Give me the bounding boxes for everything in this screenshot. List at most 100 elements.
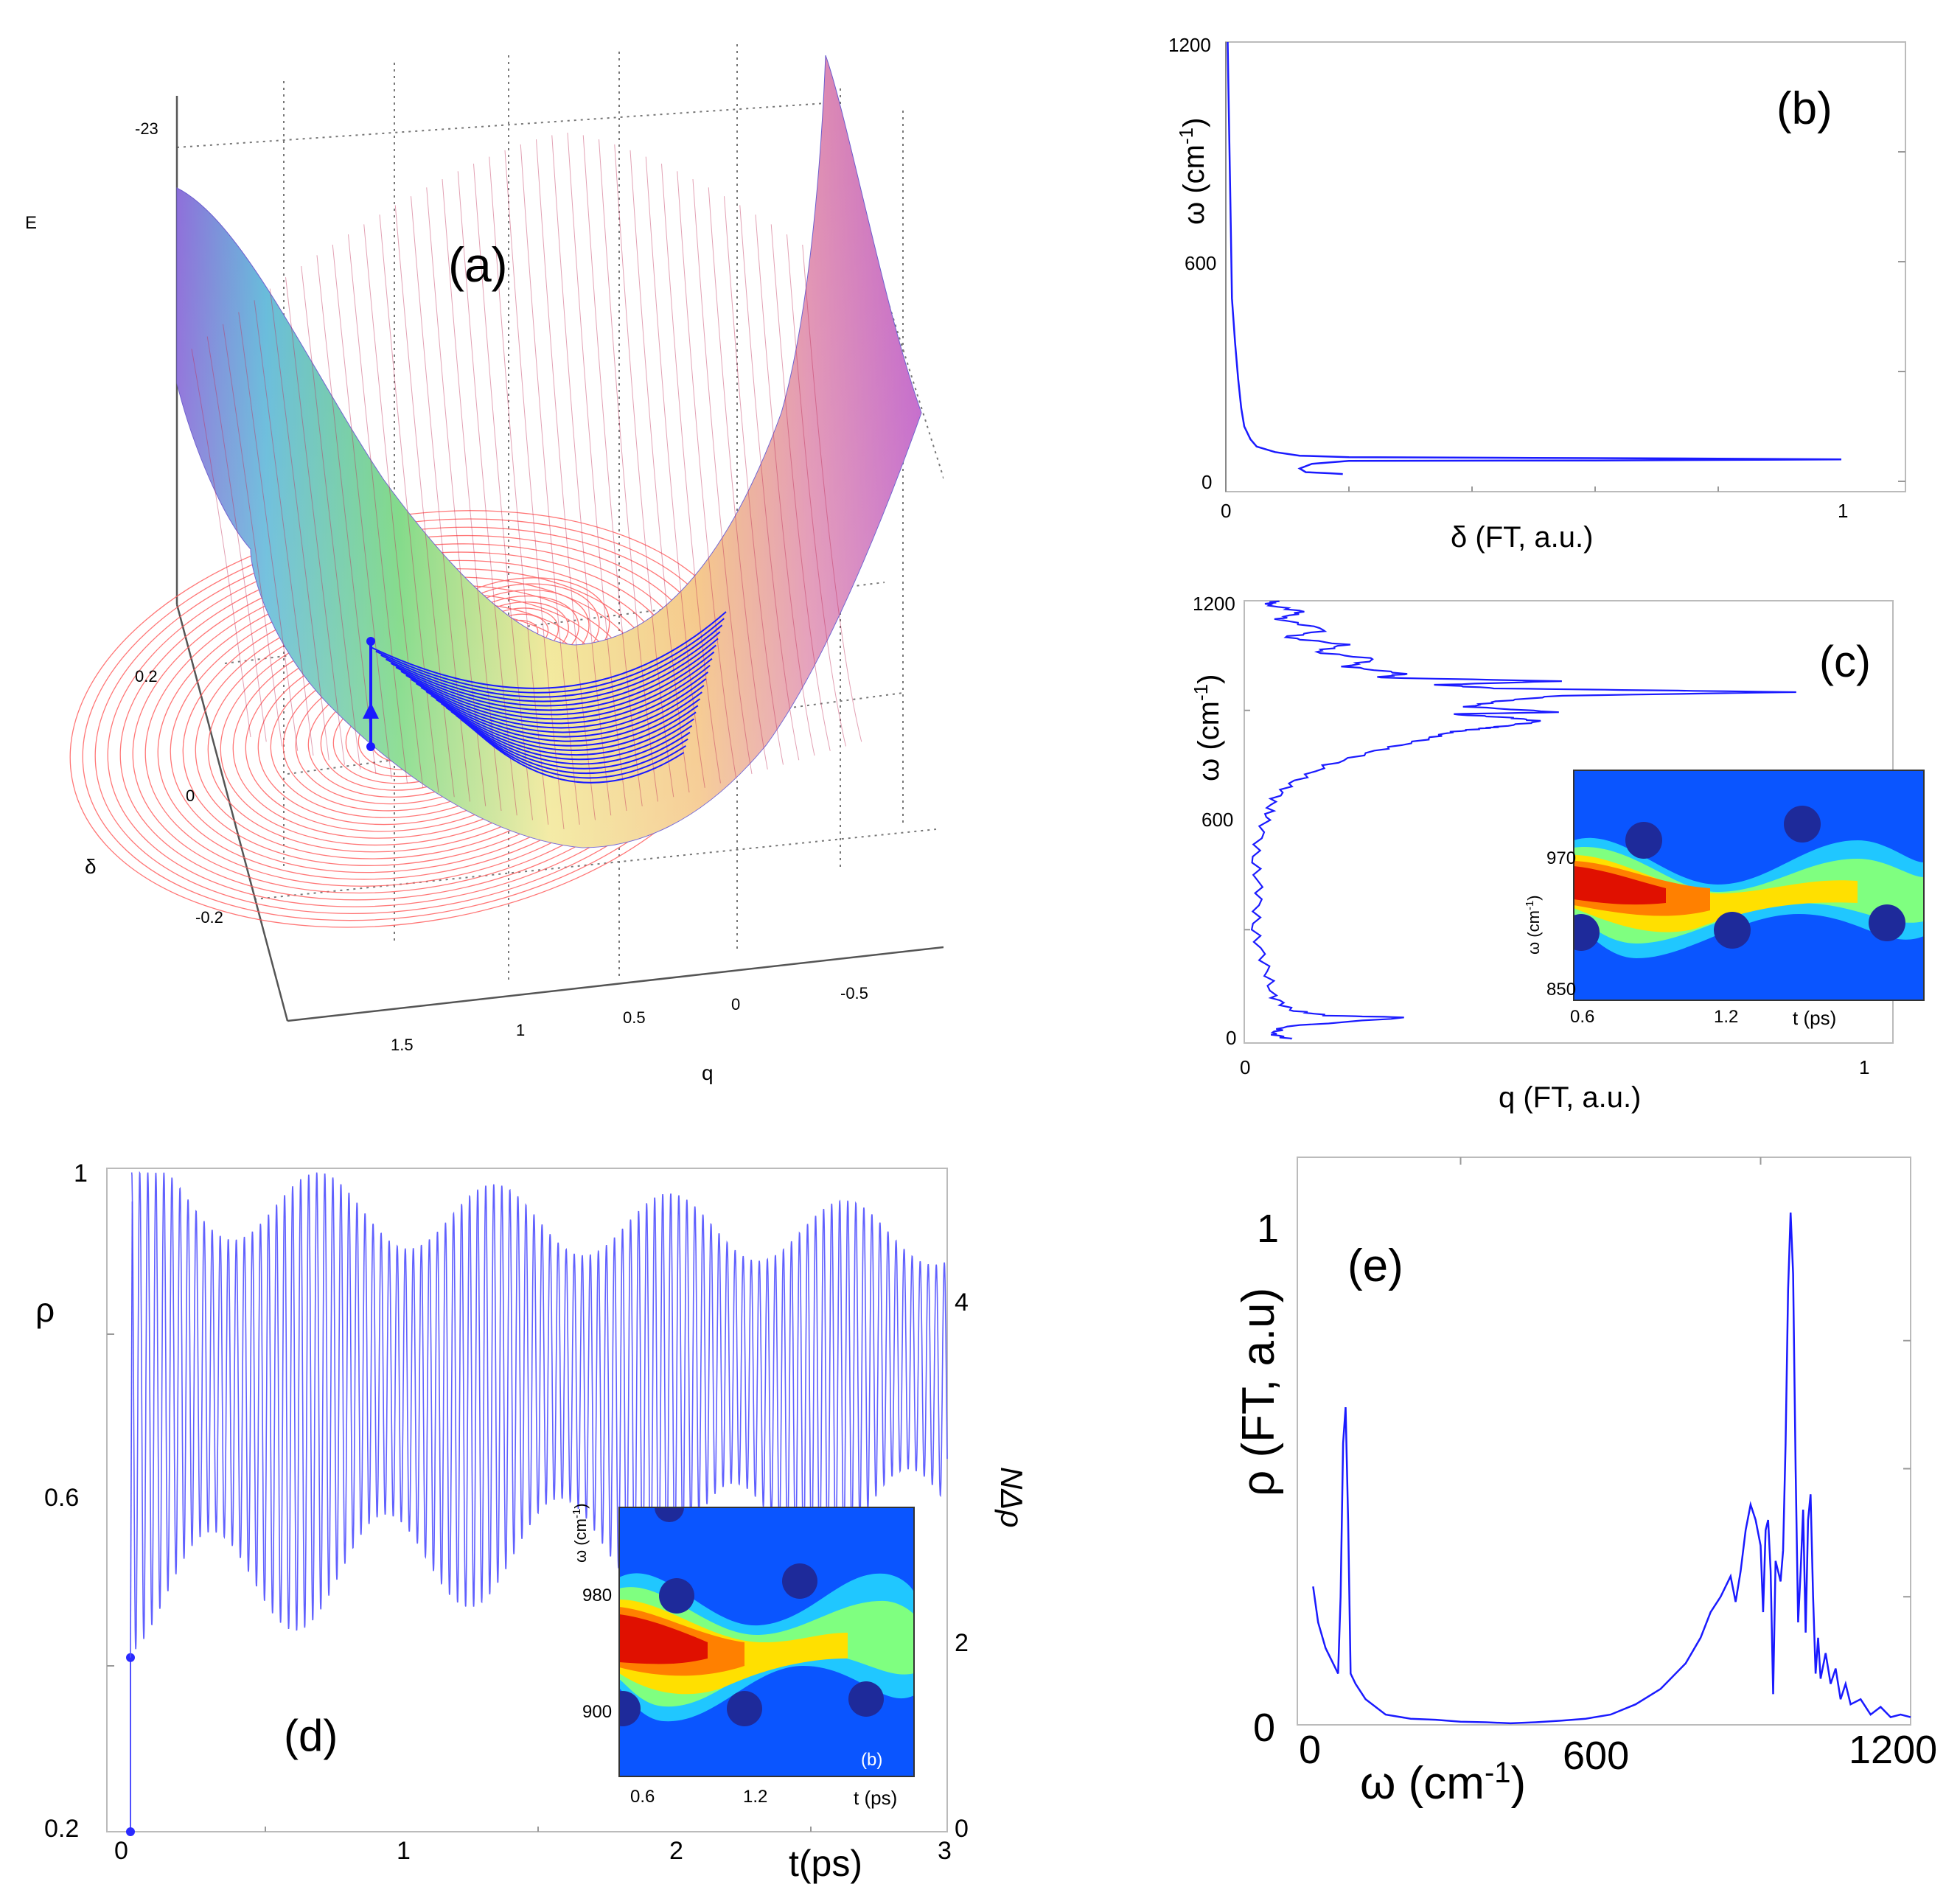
- panel-d-x-label: t(ps): [789, 1843, 862, 1884]
- panel-c-inset: [1573, 770, 1925, 1001]
- panel-a-y-tick-2: -0.2: [195, 908, 223, 927]
- panel-d-y2-tick-4: 4: [955, 1288, 969, 1316]
- panel-b-y-label: ω (cm-1): [1175, 118, 1210, 225]
- panel-a-trajectory-loop: [436, 698, 701, 747]
- panel-d-y2-label: NΔρ: [994, 1467, 1029, 1528]
- panel-a-trajectory-loop: [440, 702, 699, 751]
- panel-a-mesh-line: [348, 234, 408, 784]
- panel-e-series-line: [1312, 1212, 1911, 1725]
- panel-a-trajectory: [370, 611, 727, 784]
- panel-c-inset-x-tick-0: 0.6: [1570, 1007, 1594, 1027]
- panel-a-trajectory-loop: [370, 611, 727, 689]
- panel-d-y-tick-0.6: 0.6: [44, 1484, 79, 1512]
- panel-a-mesh-line: [191, 349, 251, 738]
- panel-a-x-label: q: [702, 1061, 714, 1084]
- panel-d-frame: [106, 1168, 948, 1832]
- panel-c-label: (c): [1819, 637, 1871, 686]
- panel-d-x-tick-3: 3: [938, 1837, 952, 1865]
- panel-a-y-tick-0: 0.2: [135, 667, 158, 686]
- panel-a-mesh-line: [770, 224, 831, 751]
- panel-a-trajectory-loop: [415, 672, 709, 729]
- panel-c-series: [1250, 600, 1796, 1040]
- panel-a-trajectory-loop: [425, 685, 705, 738]
- panel-e-frame: [1297, 1157, 1911, 1726]
- panel-e-x-label: ω (cm-1): [1360, 1757, 1526, 1809]
- panel-a-trajectory-loop: [395, 644, 717, 711]
- panel-d-inset-x-tick-1: 1.2: [743, 1787, 767, 1807]
- panel-e-x-tick-600: 600: [1563, 1734, 1629, 1778]
- panel-c-y-tick-0: 0: [1226, 1027, 1236, 1049]
- panel-a-mesh-line: [411, 196, 470, 802]
- panel-c-y-label: ω (cm-1): [1190, 674, 1225, 781]
- panel-c-x-label: q (FT, a.u.): [1499, 1081, 1641, 1114]
- panel-a-mesh-line: [457, 171, 517, 816]
- panel-a-mesh-line: [379, 214, 439, 793]
- panel-e-y-tick-0: 0: [1253, 1706, 1275, 1750]
- panel-a-trajectory-loop: [430, 691, 702, 742]
- panel-a-mesh-line: [787, 234, 846, 747]
- panel-d-inset: [618, 1507, 915, 1777]
- panel-a-trajectory-loop: [465, 722, 688, 774]
- panel-c-x-tick-0: 0: [1240, 1056, 1250, 1078]
- panel-c-x-tick-1: 1: [1859, 1056, 1869, 1078]
- panel-a-trajectory-loop: [390, 638, 719, 707]
- panel-a-mesh-line: [394, 205, 455, 798]
- panel-d-inset-y-tick-900: 900: [582, 1702, 612, 1722]
- panel-a-y-tick-1: 0: [186, 786, 195, 805]
- panel-e-x-tick-1200: 1200: [1849, 1728, 1937, 1772]
- panel-a-x-tick-0: 1.5: [391, 1036, 414, 1054]
- panel-a-mesh-line: [285, 277, 345, 765]
- panel-a-mesh-line: [645, 156, 705, 788]
- panel-b-x-label: δ (FT, a.u.): [1451, 521, 1593, 554]
- panel-d-initial-point: [126, 1827, 135, 1836]
- panel-b-series-line: [1227, 41, 1842, 475]
- panel-d-y-label: ρ: [35, 1291, 55, 1329]
- panel-a-trajectory-loop: [456, 714, 693, 765]
- panel-d-inset-heatmap: [619, 1507, 914, 1726]
- panel-d-inset-x-label: t (ps): [854, 1787, 897, 1809]
- panel-b-label: (b): [1776, 83, 1832, 134]
- panel-a-mesh-line: [692, 179, 753, 775]
- panel-c-y-tick-600: 600: [1202, 809, 1233, 831]
- panel-d-inset-x-tick-0: 0.6: [630, 1787, 655, 1807]
- panel-a-initial-condition: [363, 637, 379, 751]
- panel-a-x-tick-1: 1: [516, 1021, 525, 1039]
- panel-e-chart: [1297, 1157, 1911, 1726]
- panel-b-y-tick-600: 600: [1185, 252, 1216, 274]
- panel-a-z-tick: -23: [135, 119, 158, 138]
- panel-e-y-label: ρ (FT, a.u): [1233, 1288, 1284, 1496]
- panel-d-x-tick-2: 2: [669, 1837, 683, 1865]
- panel-d-first-rise: [130, 1201, 133, 1658]
- panel-a-trajectory-loop: [380, 624, 723, 698]
- panel-a-x-tick-4: -0.5: [840, 984, 868, 1002]
- panel-a-trajectory-loop: [375, 618, 725, 694]
- panel-d-y-tick-1: 1: [74, 1159, 88, 1187]
- panel-d-y-tick-0.2: 0.2: [44, 1815, 79, 1843]
- panel-a-trajectory-loop: [450, 711, 694, 761]
- panel-c-minor-ticks: [1244, 709, 1250, 931]
- panel-b-minor-ticks: [1348, 151, 1905, 492]
- panel-a-y-label: δ: [85, 855, 97, 878]
- panel-a-trajectory-loop: [411, 664, 711, 725]
- panel-a-mesh-line: [223, 324, 282, 747]
- panel-c-inset-heatmap: [1574, 806, 1924, 958]
- arrow-up-icon: [363, 702, 379, 719]
- panel-b-y-tick-1200: 1200: [1168, 34, 1211, 56]
- panel-d-x-tick-1: 1: [397, 1837, 411, 1865]
- panel-a-mesh-line: [755, 214, 815, 756]
- panel-a-trajectory-loop: [475, 730, 685, 784]
- panel-a-trajectory-loop: [470, 727, 687, 779]
- panel-a-x-tick-2: 0.5: [623, 1008, 646, 1027]
- panel-a-mesh-line: [254, 300, 314, 756]
- panel-a-z-label: E: [25, 213, 37, 233]
- panel-b-chart: [1225, 41, 1906, 492]
- panel-a-label: (a): [448, 237, 508, 292]
- panel-d-x-tick-0: 0: [114, 1837, 128, 1865]
- panel-d-inset-tag: (b): [861, 1750, 882, 1770]
- panel-a-mesh-line: [739, 205, 800, 761]
- panel-a-x-tick-3: 0: [731, 995, 740, 1014]
- panel-e-series: [1312, 1212, 1911, 1725]
- panel-e-x-tick-0: 0: [1299, 1728, 1321, 1772]
- panel-a-mesh-line: [520, 144, 580, 825]
- panel-c-y-tick-1200: 1200: [1193, 593, 1235, 615]
